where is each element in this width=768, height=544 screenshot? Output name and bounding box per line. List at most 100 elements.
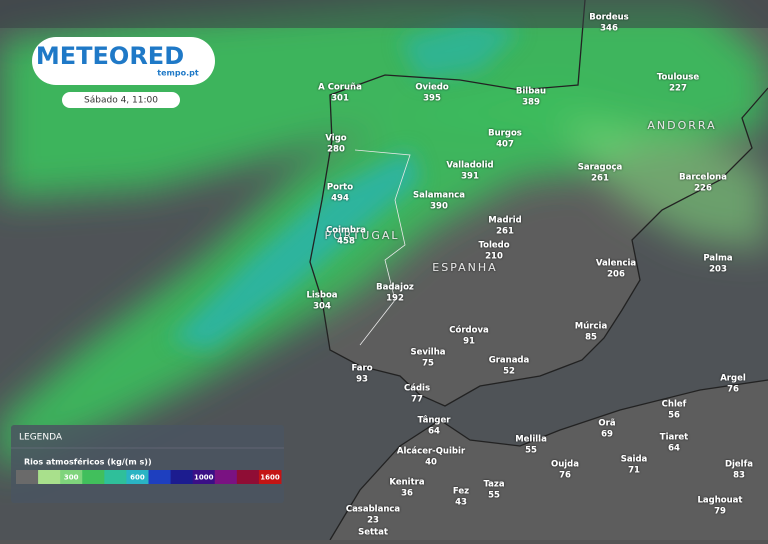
city-value: 390 [430, 202, 448, 212]
legend-swatch [192, 470, 216, 484]
city-value: 36 [401, 489, 413, 499]
legend-swatch [38, 470, 61, 484]
legend-swatch [214, 470, 238, 484]
logo-badge [32, 37, 215, 85]
legend-swatch [258, 470, 282, 484]
logo-site: tempo.pt [157, 69, 199, 78]
city-value: 77 [411, 395, 423, 405]
city-value: 304 [313, 302, 331, 312]
legend-swatch [60, 470, 83, 484]
city-value: 192 [386, 294, 404, 304]
legend-title: LEGENDA [19, 433, 63, 443]
city-name: Fez [453, 487, 469, 497]
city-value: 280 [327, 145, 345, 155]
city-value: 75 [422, 359, 434, 369]
city-value: 64 [428, 427, 440, 437]
city-name: Tiaret [660, 433, 688, 443]
city-value: 391 [461, 172, 479, 182]
city-name: Laghouat [698, 496, 743, 506]
legend-scale: 300 600 1000 1600 [16, 470, 282, 484]
city-name: Taza [483, 480, 504, 490]
city-value: 206 [607, 270, 625, 280]
city-name: Saragoça [578, 163, 623, 173]
city-name: Sevilha [410, 348, 445, 358]
city-value: 346 [600, 24, 618, 34]
city-value: 64 [668, 444, 680, 454]
city-name: Orã [598, 419, 615, 429]
city-value: 494 [331, 194, 349, 204]
region-label: ANDORRA [647, 119, 716, 132]
city-name: Faro [351, 364, 372, 374]
city-name: Oujda [551, 460, 579, 470]
city-name: Múrcia [575, 322, 608, 332]
city-name: A Coruña [318, 83, 362, 93]
city-value: 52 [503, 367, 515, 377]
city-name: Palma [703, 254, 733, 264]
city-name: Argel [720, 374, 746, 384]
city-name: Lisboa [306, 291, 337, 301]
city-value: 83 [733, 471, 745, 481]
city-value: 407 [496, 140, 514, 150]
city-name: Djelfa [725, 460, 753, 470]
city-value: 71 [628, 466, 640, 476]
city-name: Badajoz [376, 283, 414, 293]
city-value: 40 [425, 458, 437, 468]
legend-label: 300 [64, 474, 79, 482]
date-badge [62, 92, 180, 108]
city-name: Saida [621, 455, 648, 465]
city-name: Chlef [662, 400, 687, 410]
legend: LEGENDA Rios atmosféricos (kg/(m s)) 300… [11, 425, 284, 503]
city-value: 76 [727, 385, 739, 395]
city-name: Valladolid [446, 161, 493, 171]
legend-swatch [236, 470, 260, 484]
legend-swatch [104, 470, 127, 484]
city-value: 203 [709, 265, 727, 275]
city-value: 69 [601, 430, 613, 440]
city-name: Melilla [515, 435, 547, 445]
legend-swatch [148, 470, 172, 484]
legend-label: 600 [130, 474, 145, 482]
city-name: Granada [489, 356, 530, 366]
city-name: Oviedo [415, 83, 449, 93]
city-value: 55 [525, 446, 537, 456]
city-value: 91 [463, 337, 475, 347]
africa-land [330, 380, 768, 540]
legend-swatch [82, 470, 105, 484]
city-name: Barcelona [679, 173, 727, 183]
city-value: 210 [485, 252, 503, 262]
city-name: Tânger [418, 416, 452, 426]
city-value: 226 [694, 184, 712, 194]
region-label: ESPANHA [432, 261, 497, 274]
city-value: 43 [455, 498, 467, 508]
city-value: 301 [331, 94, 349, 104]
city-name: Burgos [488, 129, 522, 139]
city-value: 93 [356, 375, 368, 385]
city-name: Casablanca [346, 505, 401, 515]
city-value: 389 [522, 98, 540, 108]
city-value: 55 [488, 491, 500, 501]
region-labels: ANDORRA PORTUGAL ESPANHA [324, 119, 716, 274]
top-bar [0, 0, 768, 28]
city-name: Settat [358, 528, 388, 538]
datetime: Sábado 4, 11:00 [84, 96, 158, 106]
city-name: Toulouse [657, 73, 699, 83]
city-value: 261 [496, 227, 514, 237]
city-name: Alcácer-Quibir [397, 447, 466, 457]
city-name: Porto [327, 183, 353, 193]
city-value: 23 [367, 516, 379, 526]
city-value: 261 [591, 174, 609, 184]
city-name: Valencia [596, 259, 637, 269]
city-value: 56 [668, 411, 680, 421]
river-core [170, 20, 520, 350]
city-name: Madrid [488, 216, 521, 226]
legend-swatch [170, 470, 194, 484]
legend-swatch [16, 470, 39, 484]
city-name: Bordeus [589, 13, 628, 23]
city-name: Córdova [449, 325, 489, 336]
city-name: Bilbau [516, 87, 546, 97]
city-value: 458 [337, 237, 355, 247]
region-label: PORTUGAL [324, 229, 399, 242]
